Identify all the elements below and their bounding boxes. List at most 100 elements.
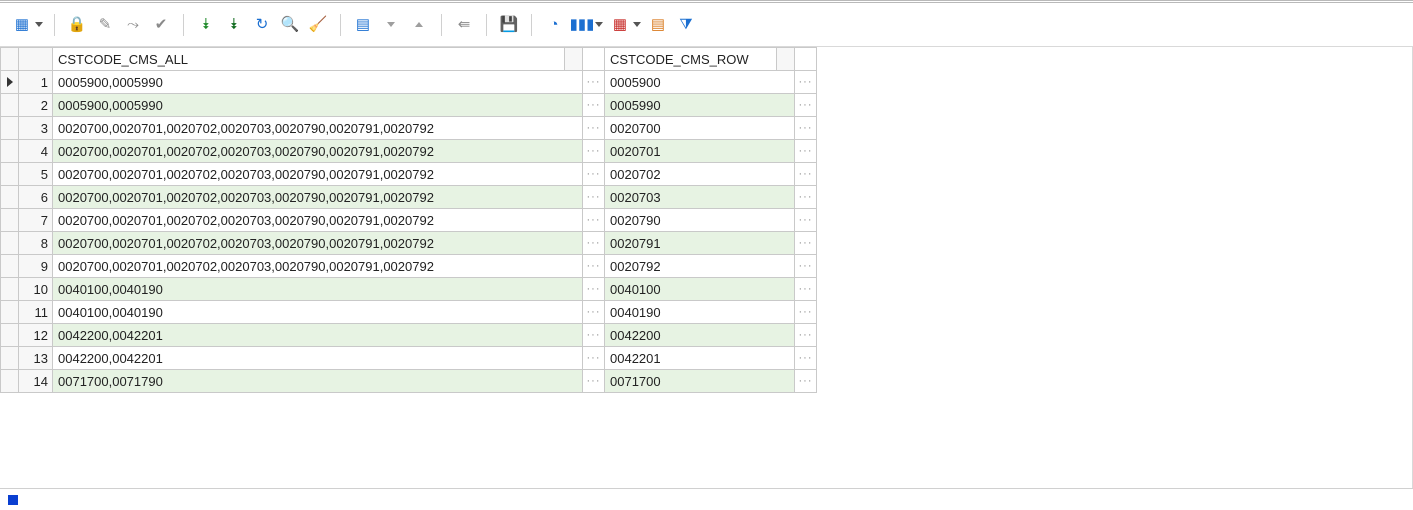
cell-cstcode-all[interactable]: 0071700,0071790 [53,370,583,393]
save-icon[interactable]: 💾 [497,13,521,37]
chart-pie-icon[interactable]: ◔ [542,13,566,37]
find-icon[interactable]: 🔍 [278,13,302,37]
cell-editor-button[interactable]: ··· [795,301,817,324]
cell-cstcode-row[interactable]: 0020792 [605,255,795,278]
cell-cstcode-all[interactable]: 0020700,0020701,0020702,0020703,0020790,… [53,186,583,209]
row-marker-header [1,48,19,71]
cell-cstcode-all[interactable]: 0042200,0042201 [53,347,583,370]
cell-editor-button[interactable]: ··· [795,255,817,278]
table-row[interactable]: 110040100,0040190···0040190··· [1,301,817,324]
cell-editor-button[interactable]: ··· [795,94,817,117]
fetch-last-icon[interactable]: ⯯ [222,13,246,37]
cell-editor-button[interactable]: ··· [583,255,605,278]
cell-editor-button[interactable]: ··· [795,278,817,301]
table-row[interactable]: 10005900,0005990···0005900··· [1,71,817,94]
refresh-icon[interactable]: ↻ [250,13,274,37]
cell-cstcode-row[interactable]: 0042200 [605,324,795,347]
table-row[interactable]: 120042200,0042201···0042200··· [1,324,817,347]
cell-editor-button[interactable]: ··· [795,324,817,347]
cell-cstcode-row[interactable]: 0040100 [605,278,795,301]
cell-editor-button[interactable]: ··· [583,71,605,94]
table-row[interactable]: 50020700,0020701,0020702,0020703,0020790… [1,163,817,186]
column-resize-handle[interactable] [776,48,794,70]
filter-icon[interactable]: ⧩ [674,13,698,37]
cell-editor-button[interactable]: ··· [795,347,817,370]
cell-cstcode-row[interactable]: 0005990 [605,94,795,117]
cell-cstcode-row[interactable]: 0005900 [605,71,795,94]
table-row[interactable]: 30020700,0020701,0020702,0020703,0020790… [1,117,817,140]
cell-editor-button[interactable]: ··· [583,117,605,140]
cell-editor-button[interactable]: ··· [795,370,817,393]
cell-editor-button[interactable]: ··· [583,232,605,255]
cell-cstcode-row[interactable]: 0020702 [605,163,795,186]
cell-editor-button[interactable]: ··· [583,301,605,324]
calc-icon[interactable]: ▤ [646,13,670,37]
post-edit-icon[interactable]: ⤳ [121,13,145,37]
cell-cstcode-row[interactable]: 0020791 [605,232,795,255]
cell-cstcode-row[interactable]: 0020700 [605,117,795,140]
cell-editor-button[interactable]: ··· [795,117,817,140]
cell-cstcode-row[interactable]: 0020790 [605,209,795,232]
single-record-icon[interactable]: ▤ [351,13,375,37]
edit-cell-icon[interactable]: ✎ [93,13,117,37]
column-resize-handle[interactable] [564,48,582,70]
table-row[interactable]: 40020700,0020701,0020702,0020703,0020790… [1,140,817,163]
table-row[interactable]: 80020700,0020701,0020702,0020703,0020790… [1,232,817,255]
table-row[interactable]: 20005900,0005990···0005990··· [1,94,817,117]
cell-editor-button[interactable]: ··· [583,370,605,393]
cell-cstcode-all[interactable]: 0020700,0020701,0020702,0020703,0020790,… [53,209,583,232]
grid-view-icon[interactable]: ▦ [608,13,632,37]
cell-editor-button[interactable]: ··· [583,347,605,370]
table-row[interactable]: 100040100,0040190···0040100··· [1,278,817,301]
cell-editor-button[interactable]: ··· [795,140,817,163]
row-number-cell: 1 [19,71,53,94]
row-marker-cell [1,232,19,255]
cell-editor-button[interactable]: ··· [795,232,817,255]
cell-cstcode-row[interactable]: 0042201 [605,347,795,370]
dropdown-caret-icon[interactable] [594,13,604,37]
table-row[interactable]: 130042200,0042201···0042201··· [1,347,817,370]
cell-cstcode-all[interactable]: 0040100,0040190 [53,278,583,301]
cell-cstcode-row[interactable]: 0020701 [605,140,795,163]
dropdown-caret-icon[interactable] [34,13,44,37]
dropdown-caret-icon[interactable] [632,13,642,37]
table-row[interactable]: 90020700,0020701,0020702,0020703,0020790… [1,255,817,278]
cell-editor-button[interactable]: ··· [583,278,605,301]
cell-cstcode-all[interactable]: 0020700,0020701,0020702,0020703,0020790,… [53,163,583,186]
cell-editor-button[interactable]: ··· [583,140,605,163]
cell-cstcode-all[interactable]: 0020700,0020701,0020702,0020703,0020790,… [53,232,583,255]
cell-cstcode-all[interactable]: 0020700,0020701,0020702,0020703,0020790,… [53,140,583,163]
clear-icon[interactable]: 🧹 [306,13,330,37]
cell-cstcode-all[interactable]: 0005900,0005990 [53,94,583,117]
cell-editor-button[interactable]: ··· [795,209,817,232]
cell-editor-button[interactable]: ··· [795,71,817,94]
row-marker-cell [1,163,19,186]
cell-cstcode-all[interactable]: 0040100,0040190 [53,301,583,324]
column-header-all[interactable]: CSTCODE_CMS_ALL [53,48,583,71]
fit-columns-icon[interactable]: ▦ [10,13,34,37]
cell-cstcode-row[interactable]: 0020703 [605,186,795,209]
cell-cstcode-all[interactable]: 0020700,0020701,0020702,0020703,0020790,… [53,255,583,278]
cell-cstcode-row[interactable]: 0071700 [605,370,795,393]
cell-editor-button[interactable]: ··· [583,209,605,232]
cell-cstcode-all[interactable]: 0005900,0005990 [53,71,583,94]
cell-cstcode-all[interactable]: 0020700,0020701,0020702,0020703,0020790,… [53,117,583,140]
table-row[interactable]: 70020700,0020701,0020702,0020703,0020790… [1,209,817,232]
cell-cstcode-all[interactable]: 0042200,0042201 [53,324,583,347]
table-row[interactable]: 60020700,0020701,0020702,0020703,0020790… [1,186,817,209]
table-row[interactable]: 140071700,0071790···0071700··· [1,370,817,393]
commit-icon[interactable]: ✔ [149,13,173,37]
cell-editor-button[interactable]: ··· [583,186,605,209]
cell-editor-button[interactable]: ··· [795,163,817,186]
lock-icon[interactable]: 🔒 [65,13,89,37]
column-header-row[interactable]: CSTCODE_CMS_ROW [605,48,795,71]
cell-cstcode-row[interactable]: 0040190 [605,301,795,324]
cell-editor-button[interactable]: ··· [583,324,605,347]
cell-editor-button[interactable]: ··· [795,186,817,209]
row-marker-cell [1,94,19,117]
link-icon[interactable]: ⇚ [452,13,476,37]
fetch-all-icon[interactable]: ⯯ [194,13,218,37]
chart-bar-icon[interactable]: ▮▮▮ [570,13,594,37]
cell-editor-button[interactable]: ··· [583,163,605,186]
cell-editor-button[interactable]: ··· [583,94,605,117]
